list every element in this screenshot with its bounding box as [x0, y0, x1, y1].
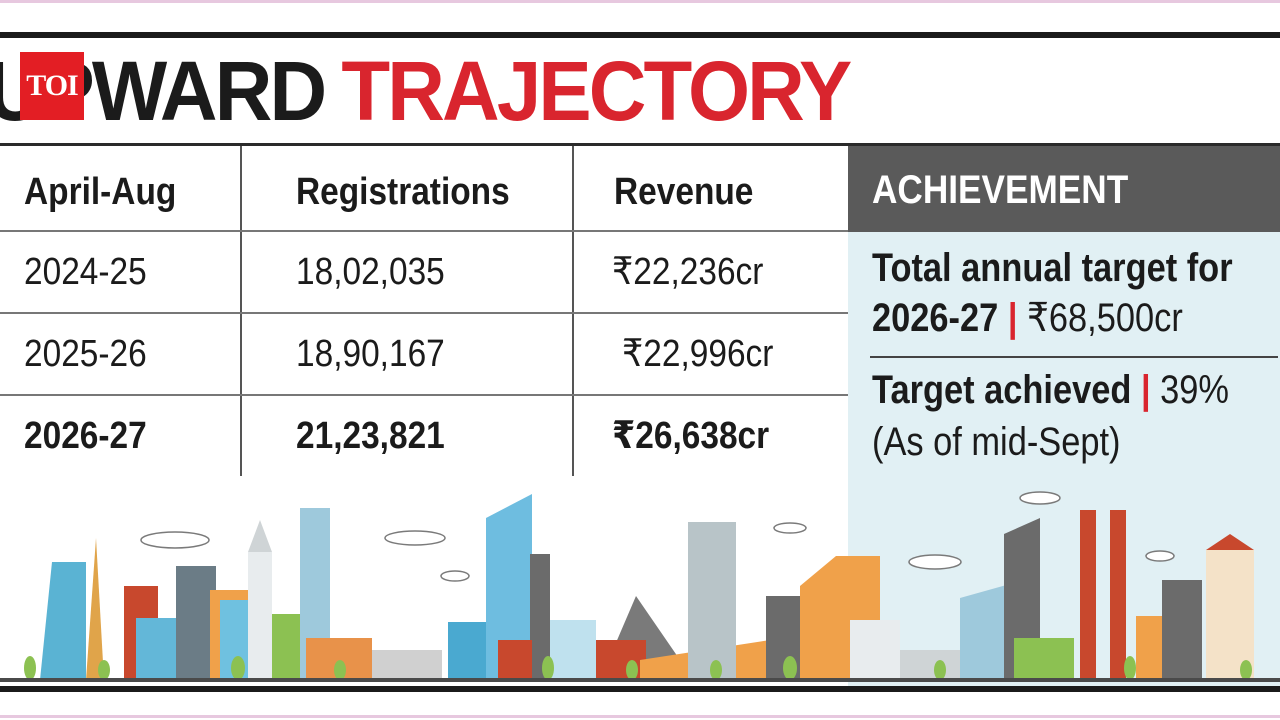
target-value: ₹68,500cr [1027, 296, 1183, 340]
row-period: 2024-25 [24, 251, 147, 293]
column-divider [572, 146, 574, 476]
row-revenue: ₹22,236cr [612, 251, 764, 293]
column-divider [240, 146, 242, 476]
achieved-label: Target achieved [872, 368, 1132, 412]
achievement-header: ACHIEVEMENT [848, 146, 1280, 232]
city-skyline-illustration [0, 491, 1280, 682]
row-divider [0, 312, 848, 314]
row-period: 2026-27 [24, 415, 147, 457]
trees [24, 656, 1252, 680]
ground-line [0, 678, 1280, 682]
bottom-pink-border [0, 715, 1280, 718]
row-divider [0, 394, 848, 396]
clouds [140, 491, 1175, 582]
target-line: 2026-27 | ₹68,500cr [872, 294, 1183, 342]
toi-logo: TOI [20, 52, 84, 120]
achievement-title: ACHIEVEMENT [872, 168, 1129, 212]
row-divider [0, 230, 848, 232]
top-frame-rule [0, 32, 1280, 38]
headline-word-2: TRAJECTORY [341, 44, 852, 138]
achievement-panel: ACHIEVEMENT Total annual target for 2026… [848, 146, 1280, 686]
achieved-line: Target achieved | 39% [872, 366, 1229, 414]
row-revenue: ₹22,996cr [622, 333, 774, 375]
top-pink-border [0, 0, 1280, 3]
row-registrations: 21,23,821 [296, 415, 445, 457]
panel-divider [870, 356, 1278, 358]
achieved-note: (As of mid-Sept) [872, 420, 1121, 464]
row-registrations: 18,02,035 [296, 251, 445, 293]
registrations-table: April-Aug Registrations Revenue 2024-25 … [0, 146, 848, 686]
header-period: April-Aug [24, 171, 177, 213]
separator: | [1007, 296, 1018, 340]
header-divider [0, 143, 1280, 146]
headline: UPWARD TRAJECTORY [0, 44, 852, 138]
target-label: Total annual target for [872, 246, 1233, 290]
header-registrations: Registrations [296, 171, 510, 213]
bottom-frame-rule [0, 686, 1280, 692]
header-revenue: Revenue [614, 171, 754, 213]
row-revenue: ₹26,638cr [612, 415, 770, 457]
target-year: 2026-27 [872, 296, 999, 340]
achieved-value: 39% [1160, 368, 1230, 412]
row-registrations: 18,90,167 [296, 333, 445, 375]
buildings [40, 494, 1254, 680]
row-period: 2025-26 [24, 333, 147, 375]
separator: | [1140, 368, 1151, 412]
